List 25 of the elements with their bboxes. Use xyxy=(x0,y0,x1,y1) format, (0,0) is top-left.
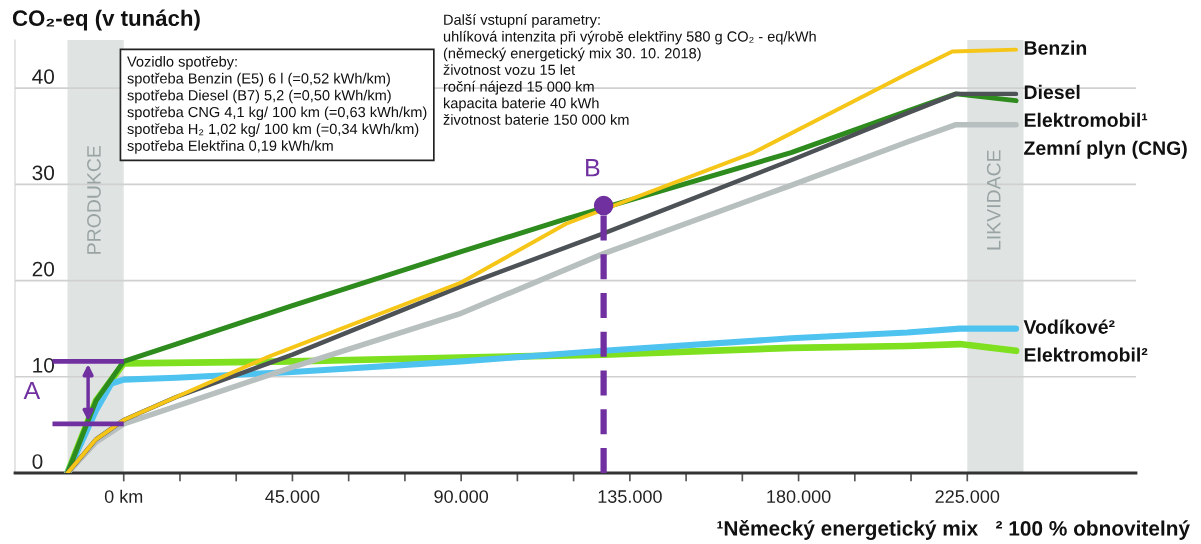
text: ¹Německý energetický mix ² 100 % obnovitelný xyxy=(717,520,1190,540)
y-tick-label: 20 xyxy=(32,261,55,277)
series-label: Zemní plyn (CNG) xyxy=(1024,140,1187,159)
annotation: Vozidlo spotřeby: spotřeba Benzin (E5) 6 l (=0,52 kWh/km) spotřeba Diesel (B7) 5,2 (=0,50 kWh/km) spotřeba CNG 4,1 kg/ 100 km (=0,63 kWh/km) spotřeba H₂ 1,02 kg/ 100 km (=0,34 kWh/km) spotřeba Elektřina 0,19 kWh/km xyxy=(127,56,427,154)
x-tick-label: 0 km xyxy=(104,489,143,503)
annotation: B xyxy=(586,159,600,177)
y-tick-label: 40 xyxy=(32,69,55,84)
y-tick-label: 30 xyxy=(32,165,55,181)
series-label: Vodíkové² xyxy=(1023,319,1115,334)
x-tick-label: 45.000 xyxy=(265,490,320,503)
series-label: Elektromobil² xyxy=(1024,347,1148,362)
x-tick-label: 90.000 xyxy=(434,490,489,503)
band-label: LIKVIDACE xyxy=(986,150,1001,250)
y-tick-label: 0 xyxy=(32,454,43,469)
chart-title: CO₂-eq (v tunách) xyxy=(12,9,200,31)
x-tick-label: 225.000 xyxy=(935,490,1000,503)
annotation: Další vstupní parametry: uhlíková intenzita při výrobě elektřiny 580 g CO₂ - eq/kWh (německý energetický mix 30. 10. 2018) životnost vozu 15 let roční nájezd 15 000 km kapacita baterie 40 kWh životnost baterie 150 000 km xyxy=(443,14,816,125)
series-label: Diesel xyxy=(1024,84,1080,100)
x-tick-label: 180.000 xyxy=(767,490,831,503)
series-label: Elektromobil¹ xyxy=(1024,112,1148,128)
series-label: Benzin xyxy=(1024,40,1087,55)
annotation: A xyxy=(23,381,41,400)
y-tick-label: 10 xyxy=(33,357,55,373)
x-tick-label: 135.000 xyxy=(598,490,662,503)
band-label: PRODUKCE xyxy=(87,145,101,254)
